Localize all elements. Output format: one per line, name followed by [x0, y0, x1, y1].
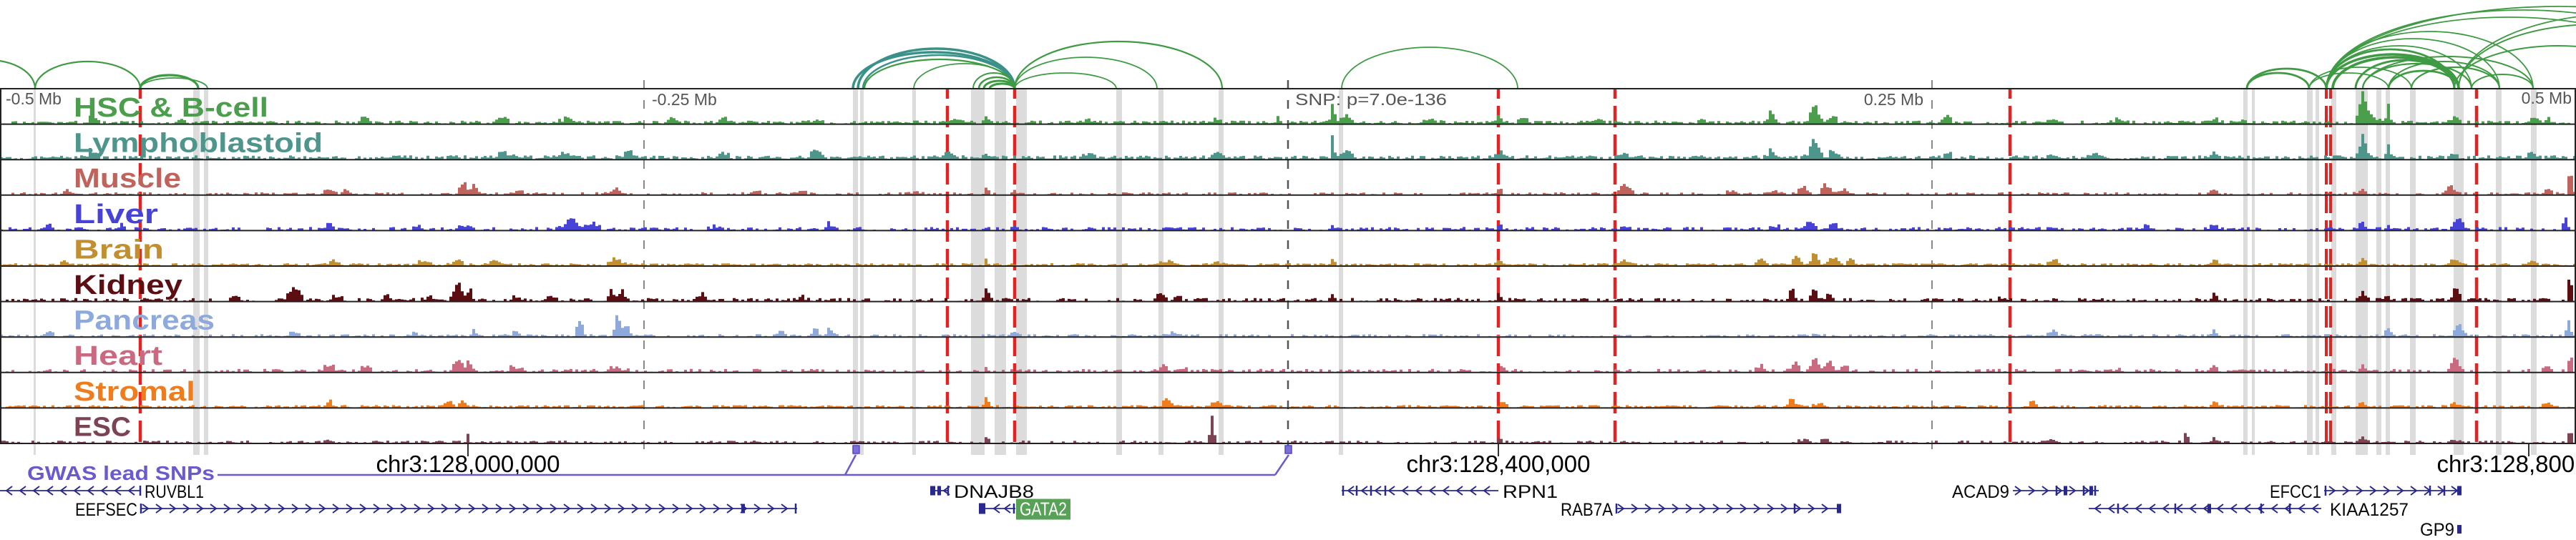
svg-text:Kidney: Kidney [74, 270, 182, 300]
svg-text:chr3:128,000,000: chr3:128,000,000 [376, 451, 560, 477]
svg-text:EEFSEC: EEFSEC [75, 500, 137, 520]
svg-text:Heart: Heart [74, 341, 162, 371]
svg-text:Stromal: Stromal [74, 377, 195, 407]
svg-text:GATA2: GATA2 [1020, 499, 1067, 520]
svg-text:ESC: ESC [74, 412, 131, 442]
svg-text:Liver: Liver [74, 200, 158, 230]
svg-text:chr3:128,400,000: chr3:128,400,000 [1407, 451, 1591, 477]
svg-text:ACAD9: ACAD9 [1952, 482, 2009, 502]
svg-text:Pancreas: Pancreas [74, 306, 215, 336]
svg-text:HSC & B-cell: HSC & B-cell [74, 93, 268, 123]
svg-text:-0.25 Mb: -0.25 Mb [652, 90, 717, 109]
svg-text:RPN1: RPN1 [1503, 482, 1558, 502]
svg-text:GWAS lead SNPs: GWAS lead SNPs [27, 462, 215, 484]
svg-text:-0.5 Mb: -0.5 Mb [6, 89, 62, 108]
svg-text:Lymphoblastoid: Lymphoblastoid [74, 129, 323, 159]
svg-text:0.25 Mb: 0.25 Mb [1864, 90, 1923, 109]
svg-text:SNP: p=7.0e-136: SNP: p=7.0e-136 [1295, 90, 1447, 109]
svg-text:RAB7A: RAB7A [1561, 500, 1613, 520]
svg-text:Brain: Brain [74, 235, 164, 265]
svg-text:KIAA1257: KIAA1257 [2330, 500, 2409, 520]
svg-text:RUVBL1: RUVBL1 [145, 482, 204, 502]
svg-text:Muscle: Muscle [74, 164, 181, 194]
svg-text:GP9: GP9 [2420, 520, 2454, 536]
svg-text:0.5 Mb: 0.5 Mb [2522, 89, 2572, 107]
svg-text:EFCC1: EFCC1 [2270, 482, 2321, 502]
svg-text:chr3:128,800,000: chr3:128,800,000 [2437, 451, 2576, 477]
svg-text:DNAJB8: DNAJB8 [954, 482, 1034, 502]
